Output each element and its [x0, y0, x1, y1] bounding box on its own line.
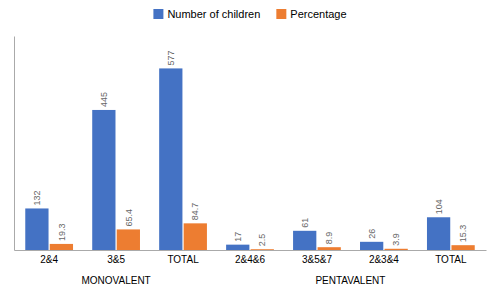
bars: [25, 68, 474, 250]
x-tick: 2&3&4: [369, 254, 399, 265]
bar: [318, 247, 341, 250]
section-label: MONOVALENT: [81, 275, 150, 286]
bar: [184, 223, 207, 250]
bar: [92, 110, 115, 250]
section-label: PENTAVALENT: [315, 275, 385, 286]
chart: 132 445 577 17 61 26 104 19.3 65.4 84.7 2.5 8.9 3.9 1…: [0, 0, 500, 298]
data-label: 577: [166, 50, 176, 65]
bar: [251, 249, 274, 250]
legend-label: Number of children: [167, 8, 260, 20]
x-tick-label: 2&4: [40, 254, 58, 265]
legend-item: Number of children: [153, 8, 260, 20]
data-label: 61: [300, 218, 310, 228]
x-tick-label: 3&5&7: [302, 254, 332, 265]
bar: [293, 231, 316, 250]
x-axis-line: [15, 250, 487, 251]
x-tick: 2&4&6: [235, 254, 265, 265]
bar: [50, 244, 73, 250]
x-axis: 2&4 3&5 TOTAL 2&4&6 3&5&7 2&3&4 TOTAL: [15, 251, 487, 266]
bar: [117, 229, 140, 250]
legend-swatch: [276, 9, 286, 19]
plot: 132 445 577 17 61 26 104 19.3 65.4 84.7 2.5 8.9 3.9 1…: [15, 37, 487, 287]
x-tick: TOTAL: [167, 254, 199, 265]
x-tick-label: 3&5: [107, 254, 125, 265]
x-tick-label: TOTAL: [435, 254, 467, 265]
bar: [427, 217, 450, 250]
x-tick-label: 2&3&4: [369, 254, 399, 265]
legend-swatch: [153, 9, 163, 19]
x-tick-label: TOTAL: [167, 254, 199, 265]
x-tick-label: 2&4&6: [235, 254, 265, 265]
y-axis-line: [14, 37, 15, 251]
legend-label: Percentage: [290, 8, 346, 20]
bar: [360, 242, 383, 250]
bar: [451, 245, 474, 250]
data-label: 26: [367, 229, 377, 239]
data-label: 3.9: [391, 233, 401, 246]
data-label: 104: [434, 199, 444, 214]
data-labels: 132 445 577 17 61 26 104 19.3 65.4 84.7 2.5 8.9 3.9 1…: [32, 50, 468, 246]
legend: Number of children Percentage: [153, 8, 346, 20]
y-axis: [14, 37, 15, 251]
data-label: 65.4: [123, 209, 133, 227]
data-label: 17: [233, 232, 243, 242]
data-label: 2.5: [257, 234, 267, 247]
data-label: 84.7: [190, 203, 200, 221]
data-label: 445: [99, 92, 109, 107]
data-label: 19.3: [57, 223, 67, 241]
bar: [25, 208, 48, 250]
data-label: 15.3: [458, 225, 468, 243]
x-tick: TOTAL: [435, 254, 467, 265]
data-label: 132: [32, 190, 42, 205]
data-label: 8.9: [324, 232, 334, 245]
bar: [385, 249, 408, 250]
x-tick: 2&4: [40, 254, 58, 265]
bar: [226, 245, 249, 250]
x-tick: 3&5&7: [302, 254, 332, 265]
x-tick: 3&5: [107, 254, 125, 265]
bar: [159, 68, 182, 250]
legend-item: Percentage: [276, 8, 346, 20]
